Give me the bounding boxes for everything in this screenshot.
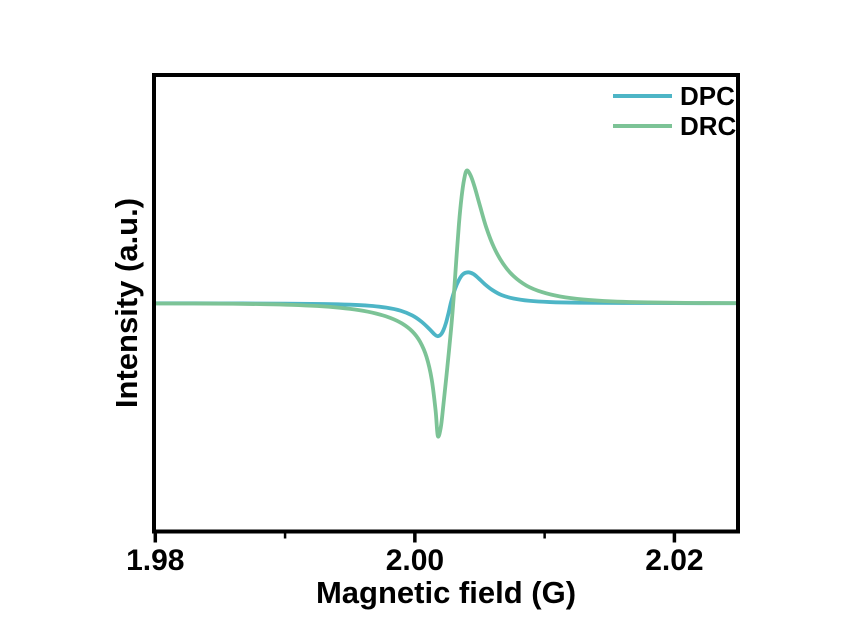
series-line-drc bbox=[152, 168, 740, 439]
x-tick-label: 2.02 bbox=[645, 544, 704, 577]
legend-line-swatch bbox=[613, 94, 672, 98]
legend-line-swatch bbox=[613, 124, 672, 128]
legend-item-drc: DRC bbox=[613, 111, 736, 141]
legend-label: DRC bbox=[680, 111, 737, 141]
x-tick-label: 1.98 bbox=[126, 544, 185, 577]
plot-frame bbox=[152, 73, 740, 534]
legend-label: DPC bbox=[680, 81, 735, 111]
y-axis-label: Intensity (a.u.) bbox=[109, 197, 144, 409]
x-axis-label: Magnetic field (G) bbox=[315, 575, 577, 610]
x-tick-label: 2.00 bbox=[385, 544, 445, 577]
legend: DPC DRC bbox=[613, 81, 736, 141]
series-line-dpc bbox=[152, 270, 740, 339]
legend-item-dpc: DPC bbox=[613, 81, 736, 111]
